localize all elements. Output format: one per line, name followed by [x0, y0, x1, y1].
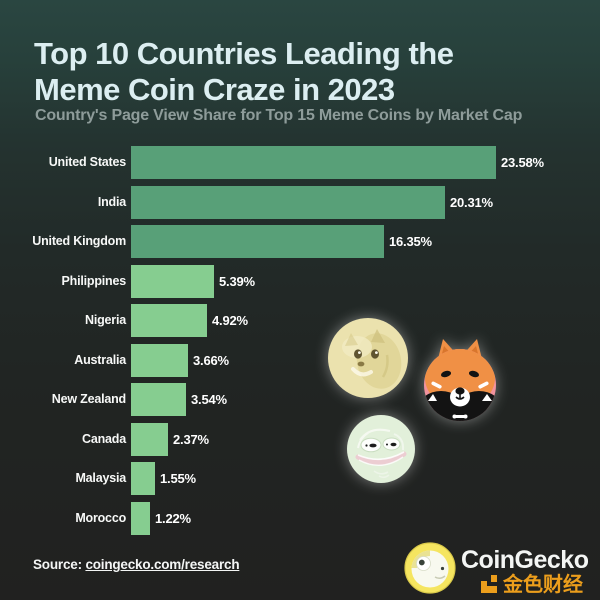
value-label: 23.58%	[501, 155, 544, 170]
source-line: Source: coingecko.com/research	[33, 557, 240, 572]
bar-row: New Zealand 3.54%	[0, 383, 600, 416]
value-label: 5.39%	[219, 273, 255, 289]
bar	[131, 462, 155, 495]
value-label: 16.35%	[389, 234, 432, 249]
brand-name: CoinGecko	[461, 546, 589, 574]
country-label: India	[97, 194, 126, 209]
coingecko-logo-icon	[404, 542, 456, 594]
bar-chart: United States 23.58% India 20.31% United Kin…	[0, 146, 600, 546]
page-subtitle: Country's Page View Share for Top 15 Mem…	[35, 107, 523, 124]
bar-row: Australia 3.66%	[0, 343, 600, 377]
country-label: Australia	[74, 352, 126, 367]
bar-row: Morocco 1.22%	[0, 501, 600, 535]
title-line-2: Meme Coin Craze in 2023	[34, 72, 395, 107]
bar	[131, 304, 207, 337]
title-line-1: Top 10 Countries Leading the	[34, 36, 454, 71]
bar	[131, 264, 214, 298]
value-label: 4.92%	[212, 313, 248, 328]
country-label: Nigeria	[85, 313, 126, 327]
bar	[131, 146, 496, 179]
country-label: Malaysia	[75, 471, 126, 485]
bar	[131, 383, 186, 416]
watermark-text: 金色财经	[503, 574, 583, 596]
country-label: Canada	[82, 431, 126, 446]
bar	[131, 185, 445, 219]
bar-row: Canada 2.37%	[0, 422, 600, 456]
value-label: 1.22%	[155, 510, 191, 526]
value-label: 3.54%	[191, 392, 227, 407]
country-label: Morocco	[75, 510, 126, 525]
source-label: Source:	[33, 557, 82, 572]
pepe-coin-icon	[347, 415, 415, 483]
value-label: 1.55%	[160, 471, 196, 486]
country-label: New Zealand	[51, 392, 126, 406]
bar-row: United Kingdom 16.35%	[0, 225, 600, 258]
country-label: Philippines	[61, 273, 127, 288]
bar	[131, 343, 188, 377]
jinse-finance-icon	[481, 574, 497, 593]
watermark: 金色财经	[478, 568, 583, 597]
value-label: 2.37%	[173, 431, 209, 447]
page-title: Top 10 Countries Leading the Meme Coin C…	[34, 36, 574, 108]
bar-row: Nigeria 4.92%	[0, 304, 600, 337]
country-label: United Kingdom	[32, 234, 126, 248]
bar-row: India 20.31%	[0, 185, 600, 219]
bar	[131, 501, 150, 535]
dogecoin-icon	[328, 318, 408, 398]
bar-row: Malaysia 1.55%	[0, 462, 600, 495]
bar-row: Philippines 5.39%	[0, 264, 600, 298]
value-label: 3.66%	[193, 352, 229, 368]
shiba-inu-coin-icon	[424, 339, 496, 421]
value-label: 20.31%	[450, 194, 493, 210]
source-link[interactable]: coingecko.com/research	[85, 557, 240, 572]
bar-row: United States 23.58%	[0, 146, 600, 179]
bar	[131, 422, 168, 456]
country-label: United States	[48, 155, 126, 169]
bar	[131, 225, 384, 258]
